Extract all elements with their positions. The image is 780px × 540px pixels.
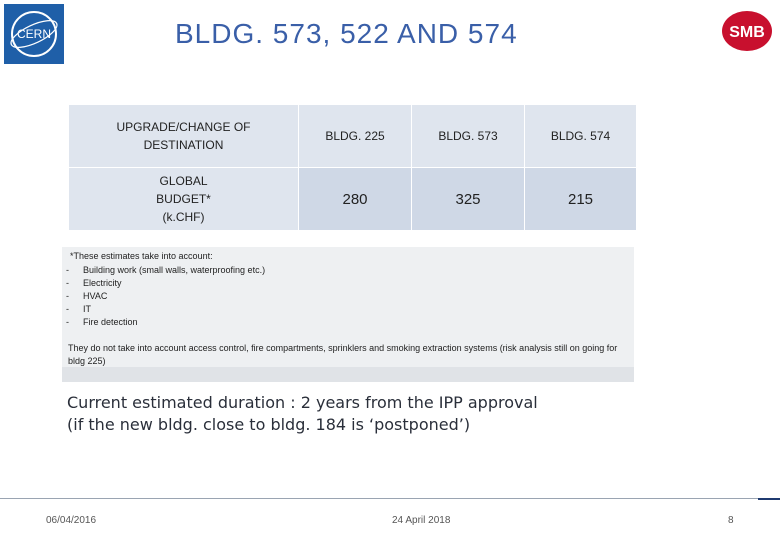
budget-value-bldg-573: 325 — [412, 168, 524, 230]
list-item: - HVAC — [66, 291, 108, 301]
duration-line-1: Current estimated duration : 2 years fro… — [67, 393, 538, 412]
notes-list: - Building work (small walls, waterproofi… — [66, 264, 265, 329]
notes-bottom-strip — [62, 367, 634, 382]
row-label-budget: GLOBAL BUDGET* (k.CHF) — [69, 168, 298, 230]
footer-divider — [0, 498, 780, 499]
list-item: - IT — [66, 304, 91, 314]
cern-logo: CERN — [4, 4, 64, 64]
footer-date-left: 06/04/2016 — [46, 515, 97, 526]
footer-divider-accent — [758, 498, 780, 500]
budget-value-bldg-225: 280 — [299, 168, 411, 230]
smb-logo-icon: SMB — [722, 11, 772, 51]
notes-intro: *These estimates take into account: — [70, 251, 213, 261]
cern-logo-text: CERN — [17, 27, 51, 41]
column-header-bldg-574: BLDG. 574 — [525, 105, 636, 167]
cern-logo-icon: CERN — [4, 4, 64, 64]
footer-page-number: 8 — [728, 515, 734, 526]
budget-value-bldg-574: 215 — [525, 168, 636, 230]
smb-logo: SMB — [721, 10, 773, 52]
duration-statement: Current estimated duration : 2 years fro… — [67, 392, 538, 436]
list-item: - Electricity — [66, 278, 122, 288]
duration-line-2: (if the new bldg. close to bldg. 184 is … — [67, 415, 471, 434]
row-label-upgrade: UPGRADE/CHANGE OF DESTINATION — [69, 105, 298, 167]
column-header-bldg-225: BLDG. 225 — [299, 105, 411, 167]
list-item: - Building work (small walls, waterproofi… — [66, 265, 266, 275]
column-header-bldg-573: BLDG. 573 — [412, 105, 524, 167]
page-title: BLDG. 573, 522 AND 574 — [175, 18, 518, 49]
list-item: - Fire detection — [66, 317, 138, 327]
smb-logo-text: SMB — [729, 24, 765, 41]
notes-exclusion-text: They do not take into account access con… — [68, 343, 618, 366]
estimates-notes-box: *These estimates take into account: - Bui… — [62, 247, 634, 382]
footer-date-center: 24 April 2018 — [392, 515, 451, 526]
